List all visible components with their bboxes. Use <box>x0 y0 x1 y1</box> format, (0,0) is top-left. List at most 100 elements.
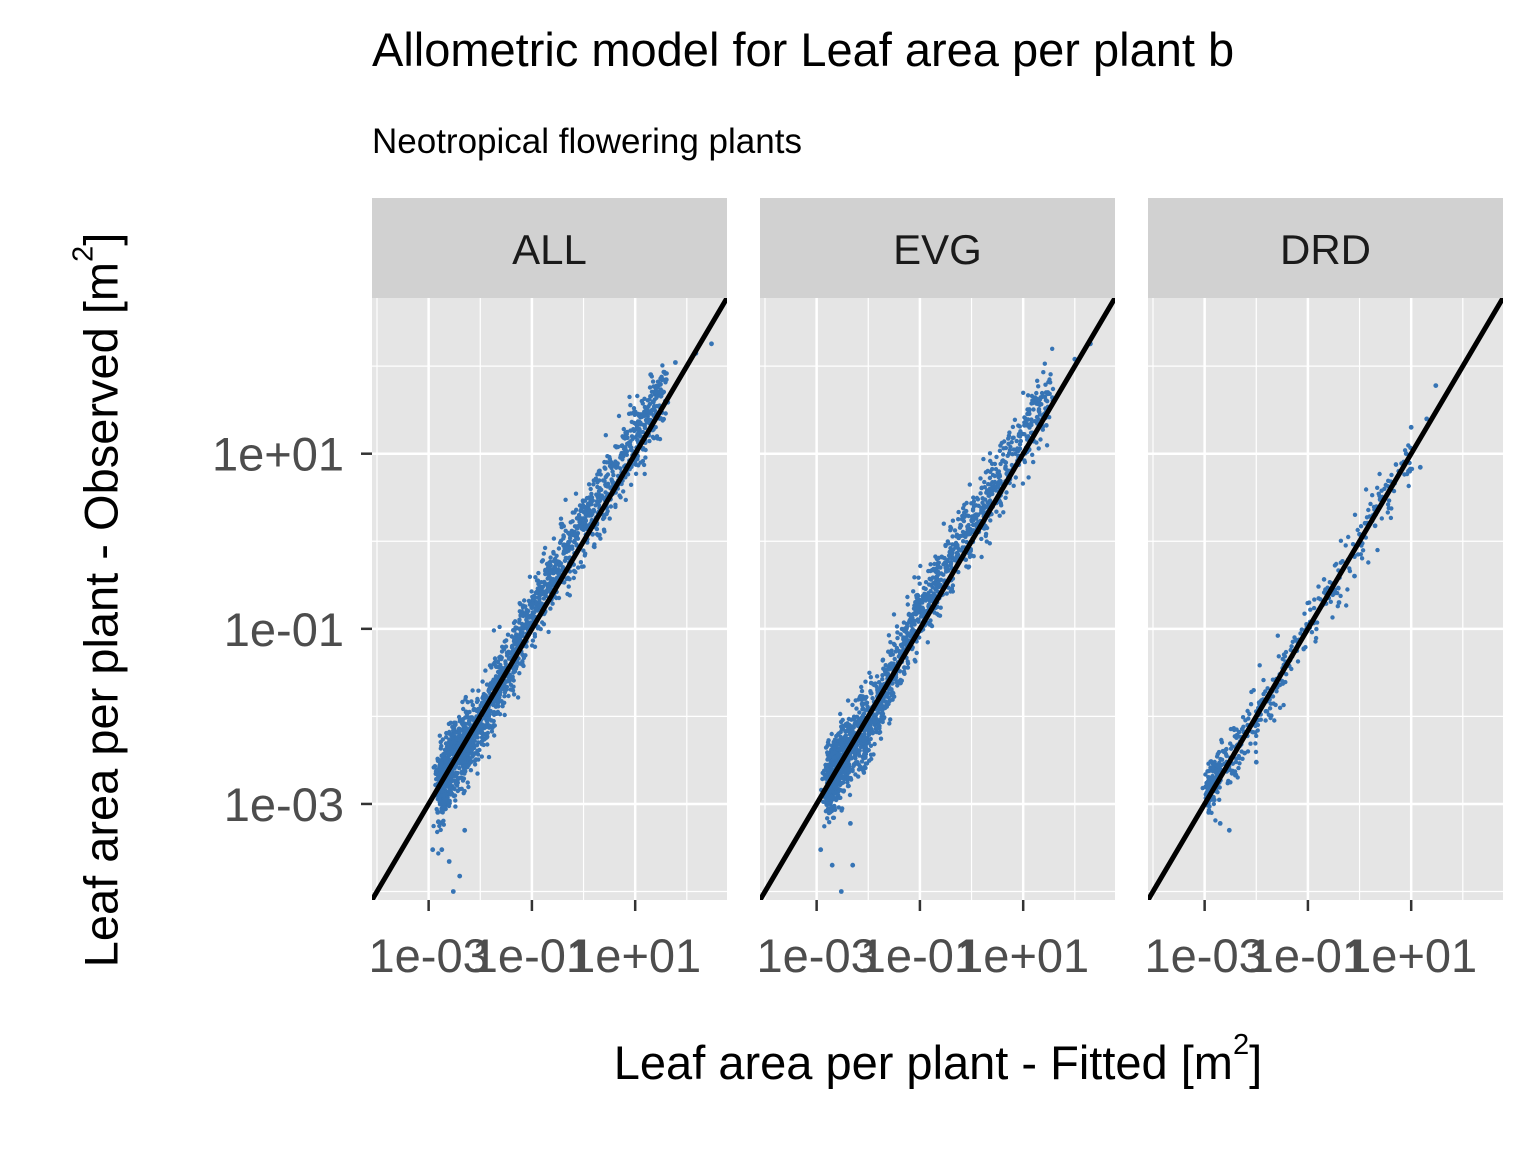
data-point <box>958 522 963 528</box>
data-point <box>1030 452 1035 457</box>
data-point <box>1276 654 1282 659</box>
x-tick-label: 1e+01 <box>1345 929 1477 982</box>
data-point <box>905 661 911 666</box>
data-point <box>863 748 868 753</box>
data-point <box>889 687 894 692</box>
data-point-outlier <box>1433 383 1439 388</box>
data-point <box>527 602 533 607</box>
data-point <box>444 735 449 740</box>
data-point <box>1021 390 1026 395</box>
data-point <box>511 669 516 675</box>
data-point <box>589 491 594 497</box>
data-point <box>1338 593 1343 599</box>
data-point <box>1253 730 1258 735</box>
data-point <box>901 640 906 646</box>
y-axis-label-text: Leaf area per plant - Observed [m <box>74 261 128 968</box>
data-point <box>643 455 648 460</box>
data-point <box>584 495 590 501</box>
data-point <box>956 547 962 552</box>
data-point <box>1228 746 1234 751</box>
data-point <box>643 405 648 411</box>
data-point <box>1025 411 1030 417</box>
data-point <box>515 695 521 700</box>
data-point <box>520 603 526 608</box>
data-point-outlier <box>1352 573 1357 579</box>
data-point <box>647 401 653 407</box>
data-point <box>577 519 582 525</box>
data-point <box>941 572 946 577</box>
data-point <box>565 591 570 597</box>
data-point <box>561 533 566 538</box>
data-point <box>872 720 878 725</box>
data-point <box>863 679 868 684</box>
data-point <box>1313 639 1318 644</box>
data-point <box>1207 784 1212 790</box>
data-point <box>843 763 848 768</box>
data-point <box>655 389 660 395</box>
data-point <box>838 795 843 800</box>
data-point <box>544 571 550 576</box>
data-point <box>831 815 837 820</box>
data-point <box>1265 686 1270 691</box>
data-point <box>895 635 900 641</box>
data-point <box>907 633 912 638</box>
data-point <box>867 670 872 675</box>
data-point <box>628 428 633 433</box>
data-point <box>618 453 623 458</box>
data-point <box>663 411 668 416</box>
data-point <box>936 560 941 565</box>
data-point <box>982 503 987 508</box>
data-point <box>1316 584 1321 589</box>
data-point <box>927 598 932 603</box>
data-point <box>1242 751 1247 756</box>
data-point <box>928 562 933 567</box>
data-point <box>841 780 846 785</box>
data-point <box>628 439 633 444</box>
data-point <box>604 460 609 465</box>
data-point <box>861 756 866 761</box>
chart-title: Allometric model for Leaf area per plant… <box>372 23 1235 76</box>
data-point <box>871 682 877 688</box>
data-point <box>552 577 557 582</box>
data-point <box>928 622 933 627</box>
facet-strip <box>760 198 1115 298</box>
data-point <box>604 483 610 489</box>
data-point <box>982 479 987 485</box>
data-point <box>503 644 509 649</box>
data-point <box>614 460 619 466</box>
data-point <box>1206 775 1211 780</box>
data-point <box>600 516 606 522</box>
data-point <box>1248 741 1253 746</box>
data-point <box>979 554 984 560</box>
data-point <box>827 796 832 802</box>
data-point <box>435 758 441 763</box>
data-point <box>634 422 639 427</box>
data-point <box>888 717 893 722</box>
data-point <box>475 771 480 776</box>
data-point <box>462 723 467 728</box>
data-point <box>979 536 984 542</box>
data-point <box>442 763 447 769</box>
data-point <box>877 730 882 735</box>
data-point <box>934 585 939 590</box>
data-point-outlier <box>430 847 436 853</box>
data-point <box>1288 647 1293 653</box>
data-point <box>961 539 966 544</box>
data-point <box>1245 749 1251 754</box>
data-point <box>899 649 904 654</box>
data-point <box>962 502 967 507</box>
data-point <box>542 545 548 551</box>
data-point <box>960 533 966 538</box>
data-point <box>860 713 866 718</box>
data-point <box>926 568 931 574</box>
data-point <box>510 677 516 682</box>
data-point <box>941 521 946 526</box>
data-point <box>548 606 553 611</box>
data-point <box>635 456 640 462</box>
data-point <box>1281 702 1286 708</box>
data-point <box>893 675 899 680</box>
data-point <box>474 743 480 748</box>
data-point <box>608 504 614 509</box>
x-axis-unit-close: ] <box>1249 1036 1263 1089</box>
